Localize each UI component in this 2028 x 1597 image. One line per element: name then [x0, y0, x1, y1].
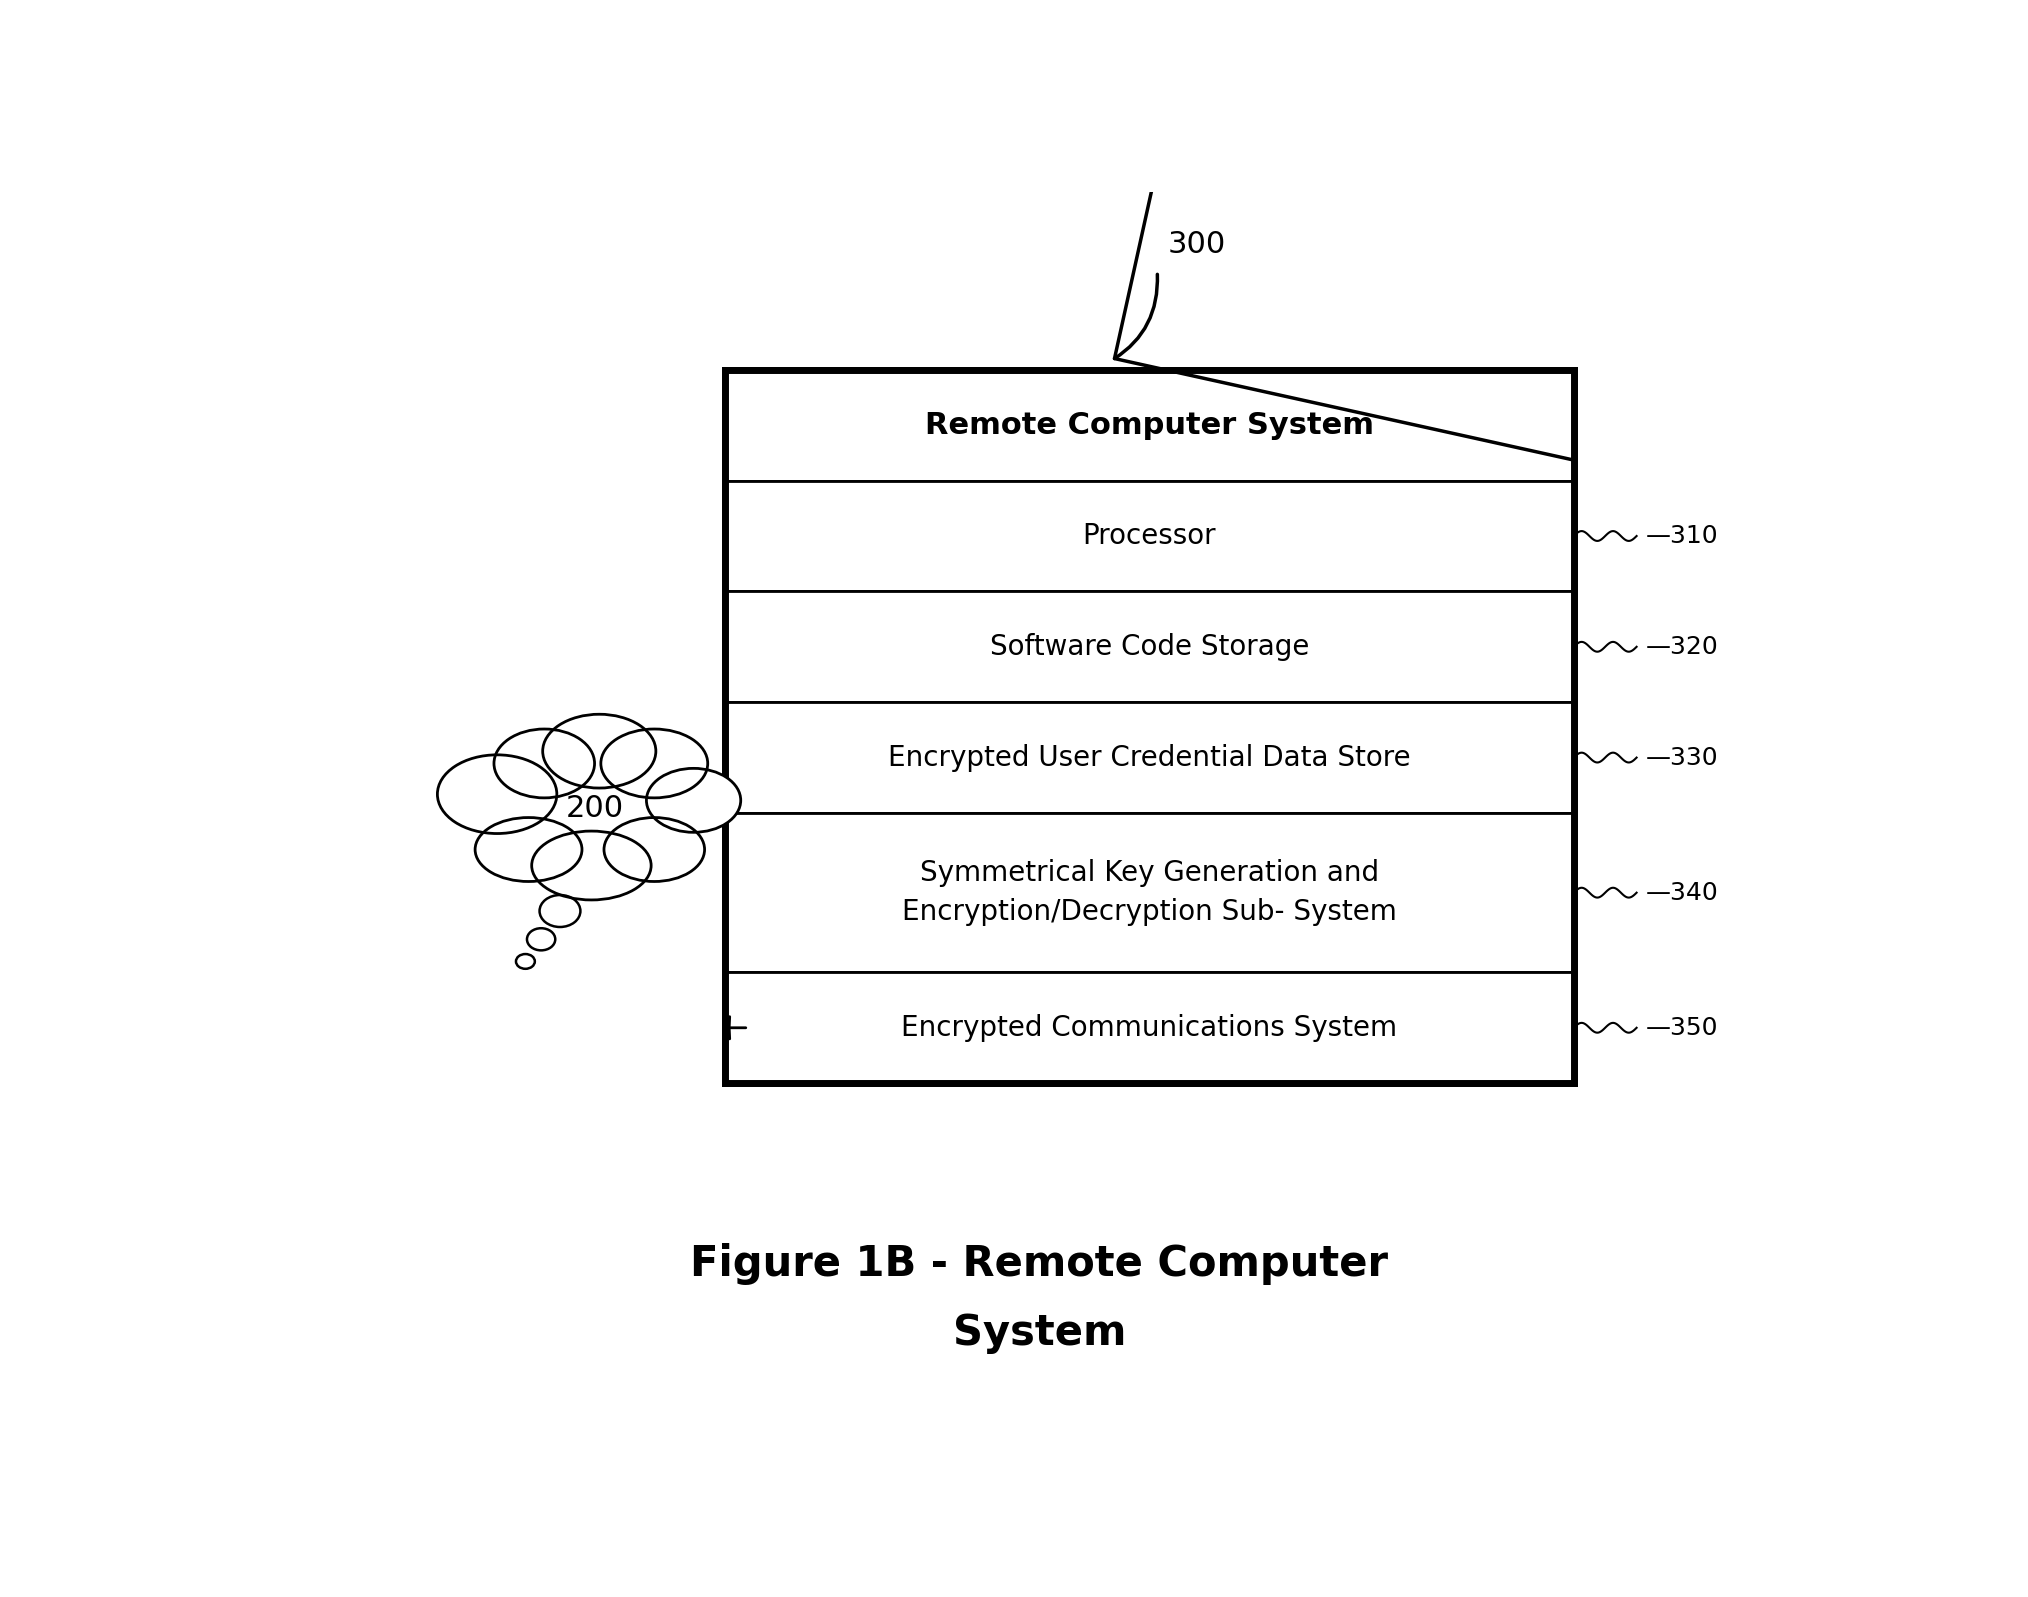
Text: —330: —330 [1647, 746, 1718, 770]
Bar [726, 973, 1574, 1083]
Text: Encrypted User Credential Data Store: Encrypted User Credential Data Store [888, 744, 1411, 771]
FancyArrowPatch shape [1115, 0, 1576, 460]
Circle shape [539, 894, 580, 926]
Text: 300: 300 [1168, 230, 1225, 259]
Text: —340: —340 [1647, 880, 1720, 904]
Ellipse shape [544, 714, 655, 787]
Text: 200: 200 [566, 794, 625, 824]
Circle shape [527, 928, 556, 950]
Text: Encrypted Communications System: Encrypted Communications System [900, 1014, 1397, 1041]
Ellipse shape [475, 818, 582, 882]
Text: Figure 1B - Remote Computer
System: Figure 1B - Remote Computer System [690, 1242, 1389, 1354]
Ellipse shape [438, 755, 558, 834]
Text: —320: —320 [1647, 634, 1720, 660]
Bar [726, 371, 1574, 481]
Bar [726, 591, 1574, 703]
Ellipse shape [600, 728, 708, 798]
Bar [726, 371, 1574, 1083]
Text: Remote Computer System: Remote Computer System [925, 410, 1373, 439]
Bar [726, 371, 1574, 1083]
Text: —350: —350 [1647, 1016, 1718, 1040]
Bar [726, 481, 1574, 591]
Bar [726, 813, 1574, 973]
Text: Processor: Processor [1083, 522, 1217, 549]
Bar [726, 703, 1574, 813]
Text: —310: —310 [1647, 524, 1718, 548]
Ellipse shape [604, 818, 704, 882]
Ellipse shape [531, 830, 651, 901]
Circle shape [515, 953, 535, 969]
Text: Software Code Storage: Software Code Storage [990, 632, 1308, 661]
Ellipse shape [647, 768, 740, 832]
Ellipse shape [495, 728, 594, 798]
Text: Symmetrical Key Generation and
Encryption/Decryption Sub- System: Symmetrical Key Generation and Encryptio… [902, 859, 1397, 926]
